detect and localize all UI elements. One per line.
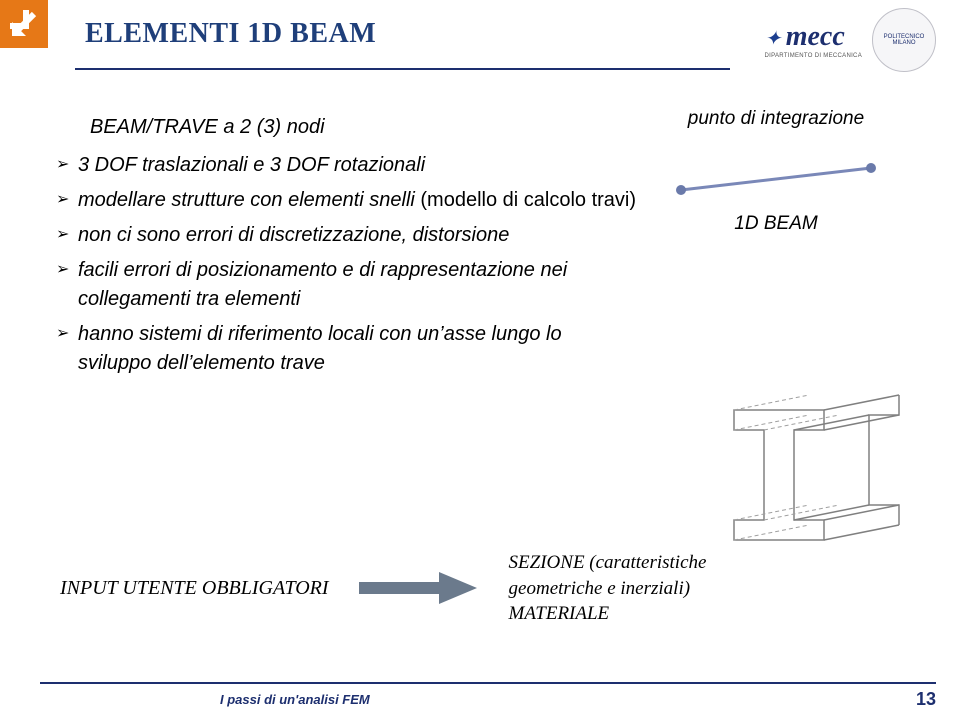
slide-footer: I passi di un'analisi FEM 13 [0, 682, 960, 716]
bullet-list: 3 DOF traslazionali e 3 DOF rotazionali … [56, 151, 640, 378]
bullet-item: facili errori di posizionamento e di rap… [56, 256, 640, 314]
logo-area: ✦ mecc DIPARTIMENTO DI MECCANICA POLITEC… [764, 8, 936, 72]
bullet-item: modellare strutture con elementi snelli … [56, 186, 640, 215]
slide-body: punto di integrazione 1D BEAM BEAM/TRAVE… [0, 100, 960, 680]
page-number: 13 [916, 689, 936, 710]
corner-arrow-icon [0, 0, 48, 48]
integration-point-label: punto di integrazione [636, 108, 916, 130]
logo-swoosh-icon: ✦ [764, 28, 781, 50]
logo-subtext: DIPARTIMENTO DI MECCANICA [764, 53, 862, 59]
slide-header: ELEMENTI 1D BEAM ✦ mecc DIPARTIMENTO DI … [0, 0, 960, 90]
footer-text: I passi di un'analisi FEM [220, 692, 370, 707]
bullet-item: 3 DOF traslazionali e 3 DOF rotazionali [56, 151, 640, 180]
beam-line-icon [666, 160, 886, 200]
text-column: BEAM/TRAVE a 2 (3) nodi 3 DOF traslazion… [50, 116, 640, 378]
subheading: BEAM/TRAVE a 2 (3) nodi [90, 116, 640, 139]
bullet-item: hanno sistemi di riferimento locali con … [56, 320, 640, 378]
figure-1d-beam: punto di integrazione 1D BEAM [636, 108, 916, 235]
input-label: INPUT UTENTE OBBLIGATORI [60, 577, 329, 600]
beam-label: 1D BEAM [636, 213, 916, 235]
logo-text: mecc [786, 21, 845, 52]
arrow-right-icon [359, 568, 479, 608]
bullet-item: non ci sono errori di discretizzazione, … [56, 221, 640, 250]
input-output-row: INPUT UTENTE OBBLIGATORI SEZIONE (caratt… [60, 550, 920, 627]
mecc-logo: ✦ mecc DIPARTIMENTO DI MECCANICA [764, 21, 862, 59]
politecnico-seal-icon: POLITECNICO MILANO [872, 8, 936, 72]
header-divider [75, 68, 730, 70]
output-label: SEZIONE (caratteristiche geometriche e i… [509, 550, 707, 627]
footer-divider [40, 682, 936, 684]
